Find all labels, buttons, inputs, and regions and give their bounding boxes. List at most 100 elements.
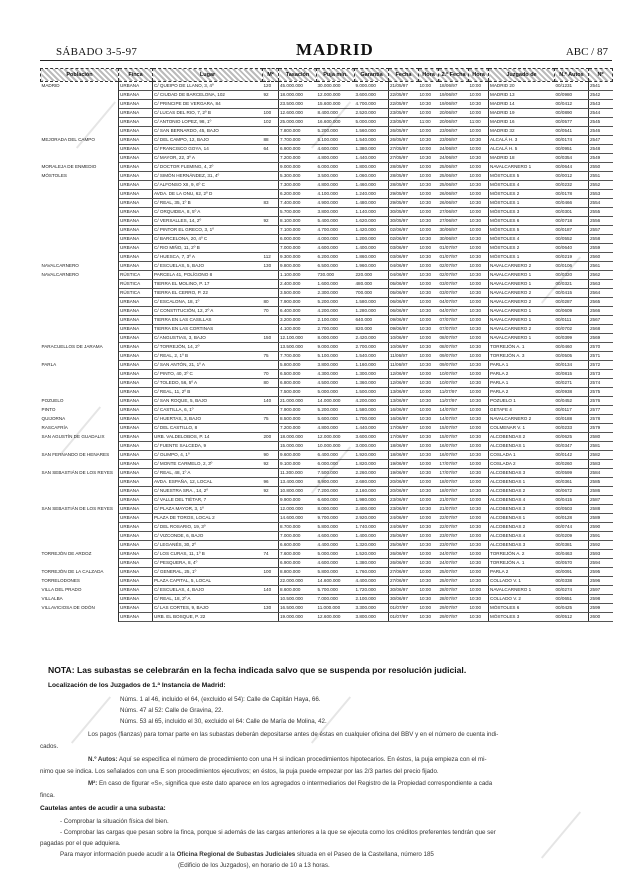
table-cell: 00/0320 bbox=[554, 270, 589, 280]
info-text: Para mayor información puede acudir a la… bbox=[60, 851, 434, 859]
table-cell: 25/06/97 bbox=[438, 180, 469, 190]
table-cell: 23/07/97 bbox=[438, 531, 469, 541]
table-cell: 26/06/97 bbox=[388, 558, 419, 568]
table-cell: 7.000.000 bbox=[278, 243, 317, 253]
table-cell: 150 bbox=[262, 333, 279, 343]
table-row: TORRELODONES URBANA PLAZA CAPITAL, 5, LOCA… bbox=[40, 576, 613, 586]
table-cell: 2593 bbox=[588, 549, 613, 559]
table-cell: TIERRA EL MOLINO, P. 17 bbox=[152, 279, 263, 289]
table-cell: 10:00 bbox=[418, 297, 439, 307]
table-cell: 9.900.000 bbox=[278, 495, 317, 505]
table-cell: 2564 bbox=[588, 288, 613, 298]
table-cell: URBANA bbox=[118, 450, 153, 460]
table-row: PARACUELLOS DE JARAMA URBANA C/ TORREJÓN, … bbox=[40, 342, 613, 352]
table-header-row: Población Finca Lugar M² Tasación Puja mín. Ga… bbox=[40, 68, 613, 82]
column-header: Fecha bbox=[388, 68, 419, 82]
table-cell: 10:30 bbox=[418, 468, 439, 478]
table-cell: 1.520.000 bbox=[354, 549, 389, 559]
table-row: URBANA C/ REAL, 2, 1º B 75 7.700.000 5.100.0… bbox=[40, 351, 613, 361]
table-cell: 1.160.000 bbox=[354, 360, 389, 370]
table-row: URBANA C/ ORQUIDEA, 8, 5º A 5.700.000 3.800… bbox=[40, 207, 613, 217]
table-cell: 5.600.000 bbox=[316, 414, 355, 424]
table-cell: 18/07/97 bbox=[438, 477, 469, 487]
table-row: VILLAVICIOSA DE ODÓN URBANA C/ LAS CORTES,… bbox=[40, 603, 613, 613]
table-cell: 2588 bbox=[588, 504, 613, 514]
table-cell: 16/06/97 bbox=[388, 405, 419, 415]
table-cell: 9.000.000 bbox=[278, 162, 317, 172]
table-cell: 28/05/97 bbox=[388, 171, 419, 181]
table-cell: 10:30 bbox=[418, 234, 439, 244]
table-cell: ALCOBENDAS 1 bbox=[488, 513, 555, 523]
table-cell: TORREJÓN DE ARDOZ bbox=[40, 549, 119, 559]
table-cell: 2597 bbox=[588, 585, 613, 595]
table-cell: 1.980.000 bbox=[354, 495, 389, 505]
table-cell: 10:30 bbox=[468, 612, 489, 622]
table-cell: MÓSTOLES 1 bbox=[488, 252, 555, 262]
table-cell: 2547 bbox=[588, 135, 613, 145]
table-cell: 7.300.000 bbox=[278, 180, 317, 190]
table-cell: URBANA bbox=[118, 504, 153, 514]
table-row: URBANA C/ TOLEDO, 56, 5º A 80 6.800.000 4.50… bbox=[40, 378, 613, 388]
table-cell: TORREJÓN A. 2 bbox=[488, 549, 555, 559]
table-row: POZUELO URBANA C/ SAN ROQUE, 5, BAJO 140 21.… bbox=[40, 396, 613, 406]
table-cell: 92 bbox=[262, 216, 279, 226]
table-cell: 19/06/97 bbox=[438, 90, 469, 100]
table-cell: 4.800.000 bbox=[316, 180, 355, 190]
table-cell: PINTO bbox=[40, 405, 119, 415]
table-cell: URBANA bbox=[118, 558, 153, 568]
table-cell: 03/06/97 bbox=[388, 252, 419, 262]
table-cell: 2.520.000 bbox=[354, 108, 389, 118]
table-row: NAVALCARNERO URBANA C/ ESCUELAS, 5, BAJO 13… bbox=[40, 261, 613, 271]
table-cell: 100 bbox=[262, 567, 279, 577]
table-cell: 00/0541 bbox=[554, 126, 589, 136]
table-cell: POZUELO bbox=[40, 396, 119, 406]
table-cell: 24/06/97 bbox=[388, 513, 419, 523]
table-row: VILLALBA URBANA C/ REAL, 18, 2º A 10.500.00… bbox=[40, 594, 613, 604]
table-cell: 2586 bbox=[588, 486, 613, 496]
table-cell: 10:00 bbox=[468, 603, 489, 613]
table-cell: 10:00 bbox=[468, 423, 489, 433]
table-cell: 16/07/97 bbox=[438, 450, 469, 460]
table-cell: 00/0503 bbox=[554, 504, 589, 514]
table-cell: 10:00 bbox=[418, 90, 439, 100]
table-cell: MADRID 16 bbox=[488, 117, 555, 127]
table-cell: 10:30 bbox=[468, 234, 489, 244]
table-row: MÓSTOLES URBANA C/ SIMÓN HERNÁNDEZ, 31, 4º… bbox=[40, 171, 613, 181]
table-cell: 2577 bbox=[588, 405, 613, 415]
table-cell: 00/0178 bbox=[554, 189, 589, 199]
table-cell: 13/06/97 bbox=[388, 396, 419, 406]
localizacion-line: Núms. 47 al 52: Calle de Gravina, 22. bbox=[120, 707, 224, 714]
table-cell: 5.700.000 bbox=[316, 585, 355, 595]
table-cell: URBANA bbox=[118, 468, 153, 478]
table-cell: TIERRA EL CERRO, P. 22 bbox=[152, 288, 263, 298]
table-cell: 10:30 bbox=[418, 504, 439, 514]
table-row: PARLA URBANA C/ SAN ANTÓN, 21, 1º A 5.800.0… bbox=[40, 360, 613, 370]
table-cell: 2.920.000 bbox=[354, 513, 389, 523]
table-row: URBANA C/ PINTOR EL GRECO, 3, 1º 7.100.000… bbox=[40, 225, 613, 235]
table-cell: 24/07/97 bbox=[438, 558, 469, 568]
table-cell: ALCOBENDAS 1 bbox=[488, 441, 555, 451]
table-cell: 80 bbox=[262, 297, 279, 307]
table-cell: 10:00 bbox=[418, 441, 439, 451]
table-cell: 7.700.000 bbox=[278, 135, 317, 145]
table-cell: 70 bbox=[262, 306, 279, 316]
table-cell: 2565 bbox=[588, 297, 613, 307]
table-cell: C/ CIUDAD DE BARCELONA, 102 bbox=[152, 90, 263, 100]
table-cell bbox=[262, 594, 279, 604]
table-cell: TORREJÓN A. 3 bbox=[488, 351, 555, 361]
table-cell: 10:00 bbox=[468, 549, 489, 559]
table-cell bbox=[40, 513, 119, 523]
table-cell: 10:00 bbox=[418, 171, 439, 181]
table-cell: C/ LUCAS DEL RIO, 7, 2º B bbox=[152, 108, 263, 118]
table-cell: 24/06/97 bbox=[438, 144, 469, 154]
table-row: NAVALCARNERO RÚSTICA PARCELA 41, POLÍGONO … bbox=[40, 270, 613, 280]
table-cell: 00/0142 bbox=[554, 450, 589, 460]
table-cell: 4.700.000 bbox=[354, 99, 389, 109]
table-cell: 9.000.000 bbox=[316, 342, 355, 352]
table-cell: URBANA bbox=[118, 198, 153, 208]
table-cell: C/ DEL CAMPO, 12, BAJO bbox=[152, 135, 263, 145]
table-cell: 10:00 bbox=[468, 108, 489, 118]
table-cell: 00/0505 bbox=[554, 351, 589, 361]
table-cell: 28/05/97 bbox=[388, 162, 419, 172]
table-cell: 09/07/97 bbox=[438, 351, 469, 361]
